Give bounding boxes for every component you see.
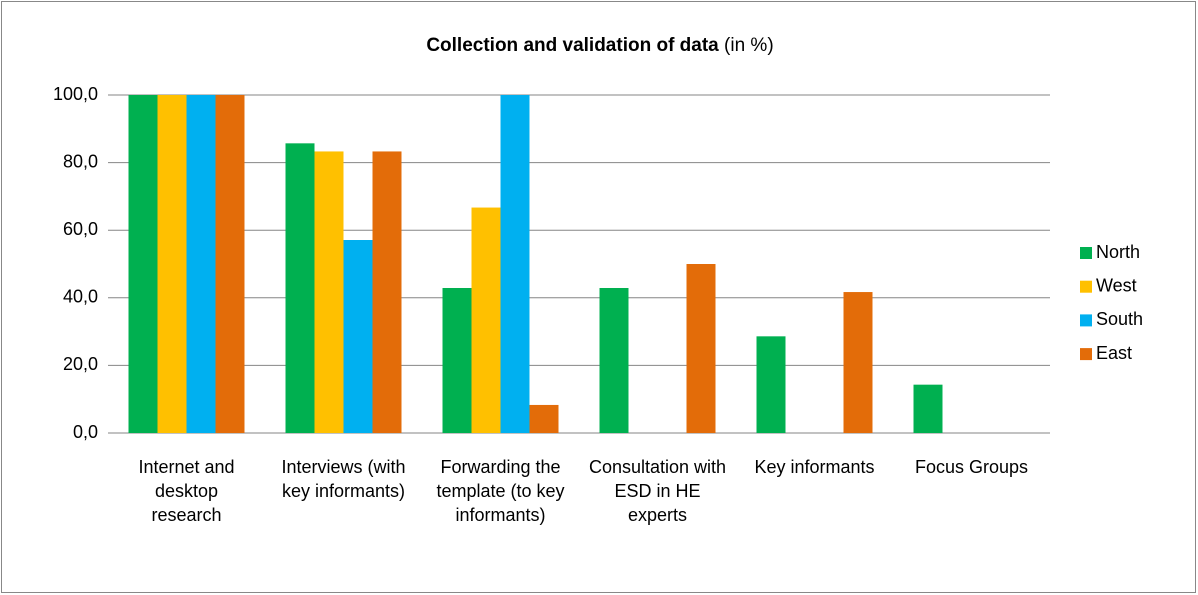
- chart-title: Collection and validation of data: [426, 35, 719, 56]
- legend-swatch: [1080, 280, 1092, 293]
- x-tick-label: Key informants: [754, 457, 874, 477]
- bar: [215, 95, 245, 433]
- legend-label: West: [1096, 275, 1137, 295]
- x-tick-label: Internet and desktop research: [138, 457, 234, 525]
- legend-swatch: [1080, 247, 1092, 259]
- bar: [599, 287, 629, 433]
- y-tick-label: 100,0: [53, 84, 98, 104]
- legend-swatch: [1080, 314, 1092, 327]
- bar: [314, 151, 344, 434]
- bar: [500, 95, 530, 433]
- bar: [913, 384, 943, 433]
- y-tick-label: 80,0: [63, 151, 98, 171]
- y-tick-label: 40,0: [63, 287, 98, 307]
- bar: [756, 336, 786, 433]
- bar: [471, 207, 501, 433]
- x-tick-label: Interviews (with key informants): [281, 457, 405, 501]
- y-tick-label: 0,0: [73, 422, 98, 442]
- chart-title-group: Collection and validation of data (in %): [426, 35, 773, 56]
- bar: [285, 143, 315, 434]
- chart-title-unit: (in %): [724, 35, 774, 56]
- x-tick-label: Consultation with ESD in HE experts: [589, 457, 726, 525]
- bar: [186, 95, 216, 433]
- bar: [128, 95, 158, 433]
- bar: [843, 292, 873, 433]
- bar: [686, 264, 716, 433]
- legend-label: South: [1096, 309, 1143, 329]
- legend-swatch: [1080, 348, 1092, 361]
- y-tick-label: 60,0: [63, 219, 98, 239]
- legend-label: North: [1096, 242, 1140, 262]
- bar: [442, 287, 472, 433]
- bar: [372, 151, 402, 434]
- bar: [529, 404, 559, 433]
- legend-label: East: [1096, 343, 1132, 363]
- x-tick-label: Focus Groups: [915, 457, 1028, 477]
- bar: [157, 95, 187, 433]
- x-tick-label: Forwarding the template (to key informants…: [436, 457, 564, 525]
- bar: [343, 240, 373, 433]
- y-tick-label: 20,0: [63, 354, 98, 374]
